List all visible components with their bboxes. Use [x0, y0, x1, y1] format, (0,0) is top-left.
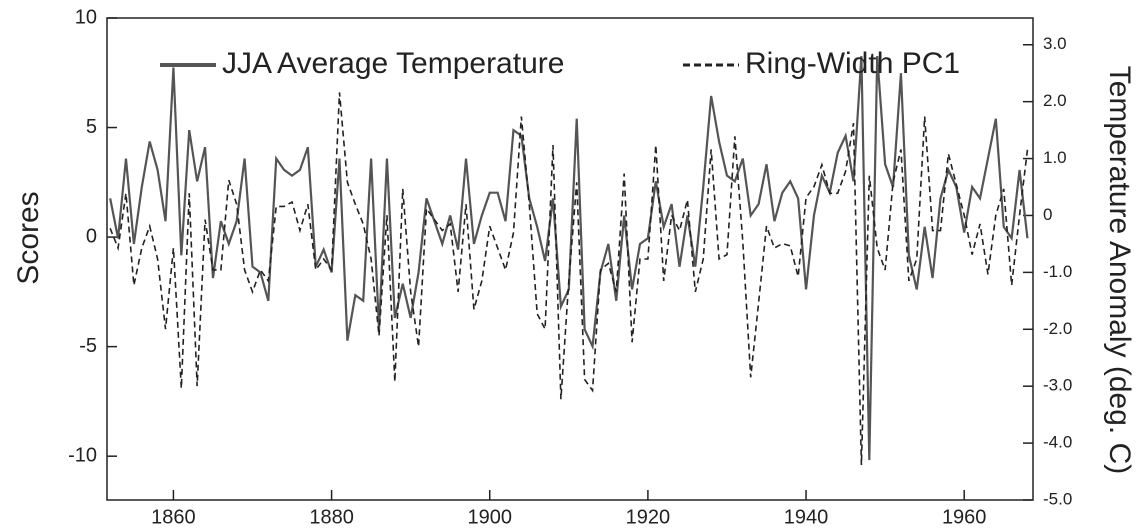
- series-line: [109, 92, 1029, 465]
- y-tick-label: -5: [79, 335, 97, 357]
- y2-tick-label: -1.0: [1043, 262, 1072, 281]
- x-tick-label: 1860: [151, 506, 196, 528]
- x-tick-label: 1960: [942, 506, 987, 528]
- x-tick-label: 1900: [467, 506, 512, 528]
- legend-label: Ring-Width PC1: [745, 47, 960, 80]
- y2-tick-label: 2.0: [1043, 91, 1067, 110]
- y2-tick-label: -3.0: [1043, 376, 1072, 395]
- x-tick-label: 1880: [309, 506, 354, 528]
- y-tick-label: -10: [68, 444, 97, 466]
- y2-tick-label: -5.0: [1043, 489, 1072, 508]
- y-tick-label: 0: [86, 225, 97, 247]
- x-tick-label: 1940: [784, 506, 829, 528]
- y2-tick-label: 0: [1043, 205, 1052, 224]
- y2-tick-label: -4.0: [1043, 433, 1072, 452]
- legend-label: JJA Average Temperature: [222, 47, 564, 80]
- y2-tick-label: 3.0: [1043, 34, 1067, 53]
- y2-tick-label: -2.0: [1043, 319, 1072, 338]
- y2-axis-label: Temperature Anomaly (deg. C): [1103, 66, 1136, 475]
- y-tick-label: 5: [86, 116, 97, 138]
- y-tick-label: 10: [75, 6, 97, 28]
- x-tick-label: 1920: [626, 506, 671, 528]
- series-line: [109, 56, 1029, 461]
- y2-tick-label: 1.0: [1043, 148, 1067, 167]
- y-axis-label: Scores: [12, 191, 45, 284]
- plot-frame: [106, 17, 1034, 501]
